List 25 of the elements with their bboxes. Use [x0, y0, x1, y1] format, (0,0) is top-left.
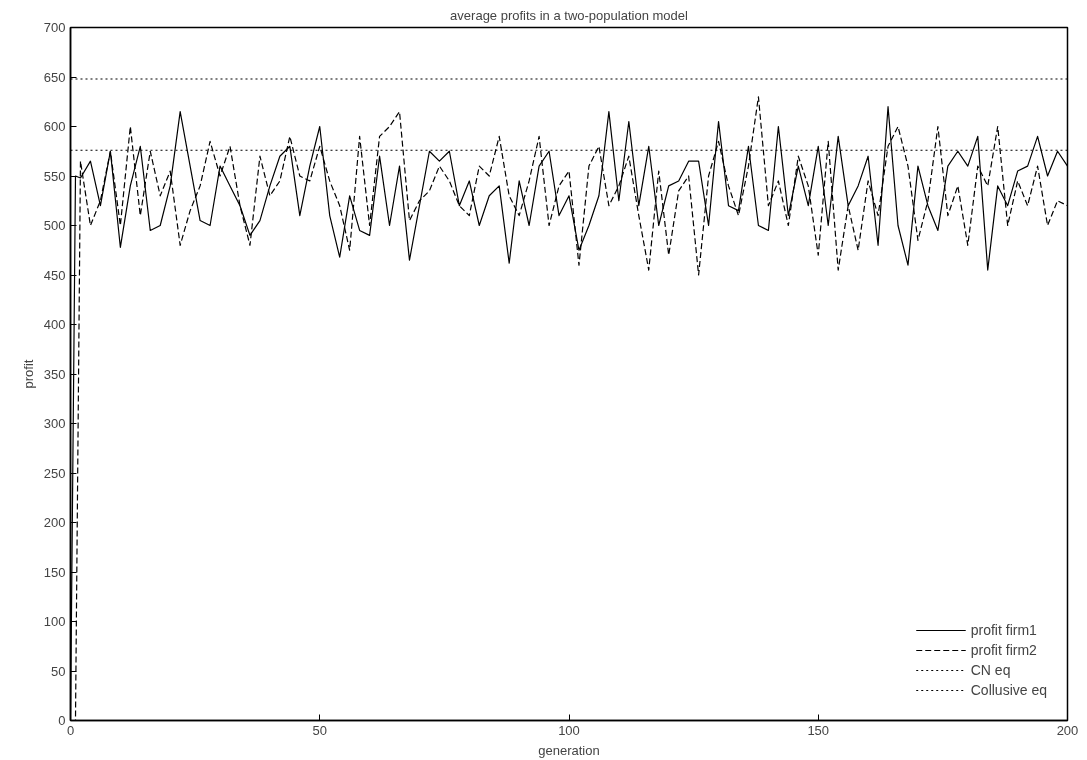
y-tick-label: 700 [43, 20, 66, 35]
y-tick-label: 550 [43, 168, 66, 184]
chart-title: average profits in a two-population model [450, 7, 688, 23]
x-tick-label: 150 [807, 722, 830, 738]
y-tick-label: 350 [43, 366, 66, 382]
x-tick-label: 50 [312, 722, 327, 738]
y-tick-label: 450 [43, 267, 66, 283]
x-tick-label: 100 [558, 722, 580, 738]
y-tick-label: 400 [43, 317, 66, 332]
y-tick-label: 300 [43, 416, 66, 431]
legend-label: Collusive eq [970, 682, 1047, 698]
x-tick-label: 200 [1056, 722, 1079, 738]
y-tick-label: 500 [43, 218, 66, 233]
y-axis-title: profit [20, 359, 36, 389]
y-tick-label: 200 [43, 515, 66, 530]
y-tick-label: 50 [51, 663, 66, 679]
legend-label: profit firm2 [970, 642, 1037, 658]
y-tick-label: 250 [43, 465, 66, 481]
legend-label: profit firm1 [970, 622, 1037, 638]
x-axis-title: generation [538, 742, 600, 758]
legend-label: CN eq [970, 662, 1011, 678]
y-tick-label: 100 [43, 614, 66, 629]
y-tick-label: 650 [43, 69, 66, 85]
y-tick-label: 150 [43, 564, 66, 580]
y-tick-label: 600 [43, 119, 66, 134]
